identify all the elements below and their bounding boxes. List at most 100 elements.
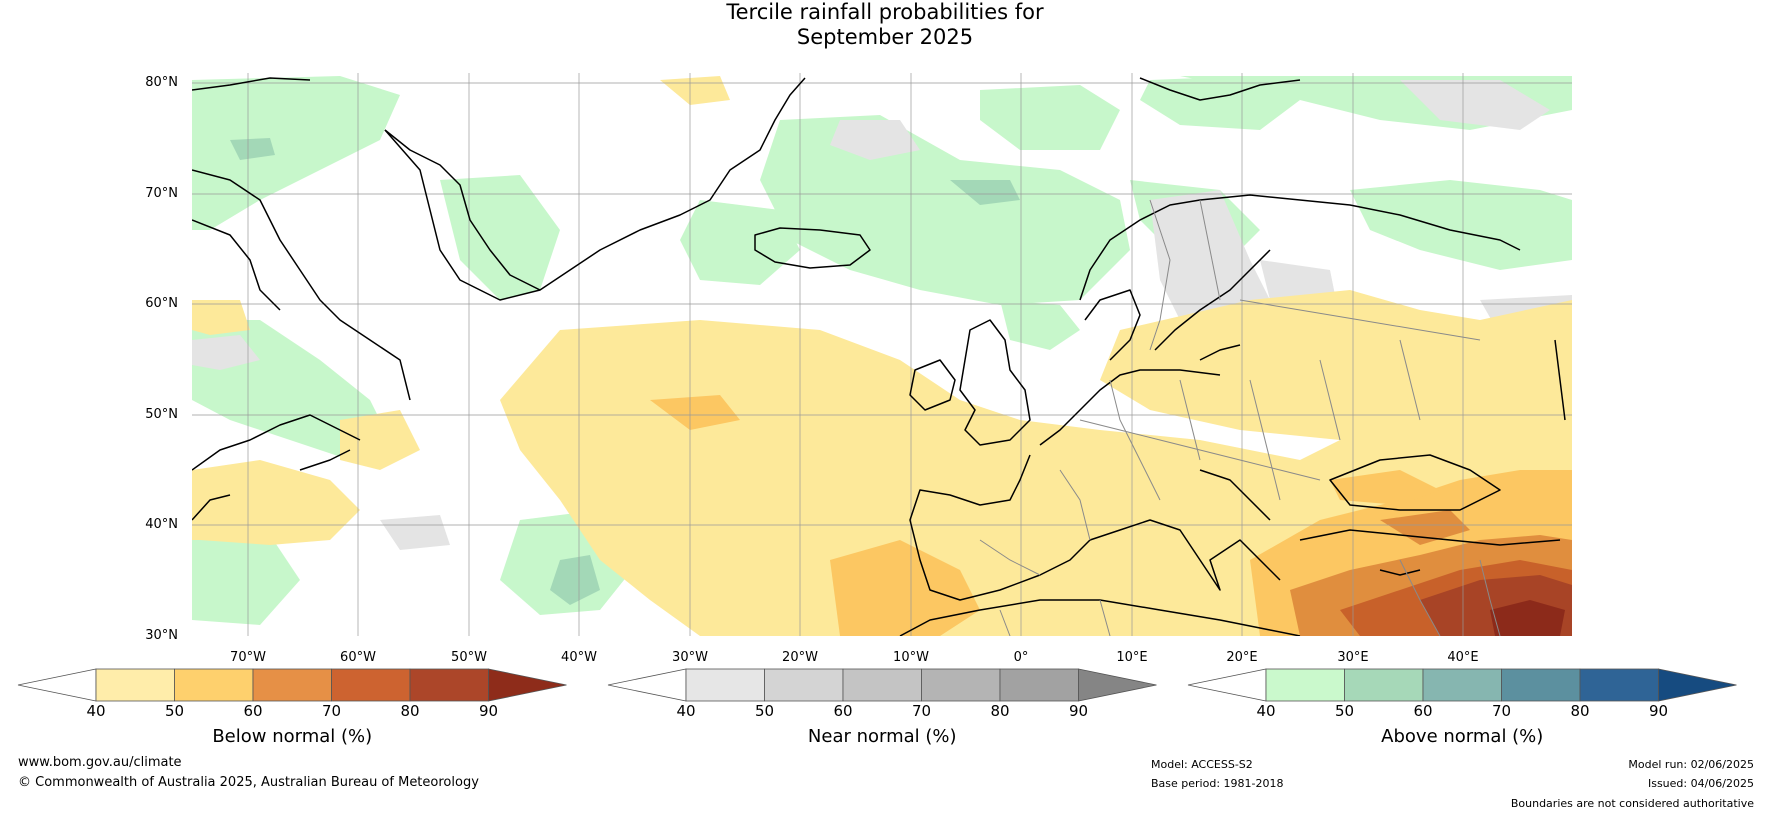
colorbar-tick-label: 50 xyxy=(1334,702,1355,720)
colorbar-right-extend xyxy=(488,668,567,702)
probability-shading xyxy=(192,76,1572,636)
shading-below0 xyxy=(192,460,360,545)
colorbars xyxy=(17,668,1737,702)
colorbar-2 xyxy=(607,668,1157,702)
lon-label-10e: 10°E xyxy=(1116,650,1148,665)
shading-near0 xyxy=(192,335,260,370)
colorbar-title: Near normal (%) xyxy=(807,726,957,747)
colorbar-3 xyxy=(1187,668,1737,702)
colorbar-left-extend xyxy=(1187,668,1267,702)
colorbar-segment xyxy=(409,668,489,702)
copyright-text: © Commonwealth of Australia 2025, Austra… xyxy=(18,775,479,790)
lat-label-40n: 40°N xyxy=(145,517,178,532)
colorbar-tick-label: 50 xyxy=(754,702,775,720)
lon-label-10w: 10°W xyxy=(893,650,929,665)
map-plot-area xyxy=(192,73,1572,636)
shading-below5 xyxy=(1490,600,1565,636)
shading-above1 xyxy=(550,555,600,605)
colorbar-tick-label: 60 xyxy=(1413,702,1433,720)
scandinavia-coast xyxy=(1079,194,1521,301)
shading-below2 xyxy=(1380,510,1470,545)
lon-label-40w: 40°W xyxy=(561,650,597,665)
lon-label-60w: 60°W xyxy=(340,650,376,665)
colorbar-left-extend xyxy=(17,668,97,702)
svalbard-coast xyxy=(1139,77,1301,101)
colorbar-right-extend xyxy=(1078,668,1157,702)
shading-near0 xyxy=(830,120,920,160)
graticule xyxy=(192,73,1572,636)
lon-label-20w: 20°W xyxy=(782,650,818,665)
coastlines xyxy=(192,77,1566,636)
iceland-coast xyxy=(754,227,871,269)
lat-label-80n: 80°N xyxy=(145,75,178,90)
issued-text: Issued: 04/06/2025 xyxy=(1647,777,1754,790)
colorbar-segment xyxy=(252,668,332,702)
lat-label-60n: 60°N xyxy=(145,296,178,311)
colorbar-segment xyxy=(1579,668,1659,702)
lon-label-20e: 20°E xyxy=(1226,650,1258,665)
website-text: www.bom.gov.au/climate xyxy=(18,755,182,770)
lon-label-0: 0° xyxy=(1013,650,1029,665)
colorbar-title: Above normal (%) xyxy=(1381,726,1544,747)
colorbar-segment xyxy=(95,668,175,702)
colorbar-tick-label: 70 xyxy=(1491,702,1512,720)
britain-coast xyxy=(959,319,1031,446)
colorbar-segment xyxy=(685,668,765,702)
shading-above0 xyxy=(192,76,400,230)
lat-label-30n: 30°N xyxy=(145,628,178,643)
model-text: Model: ACCESS-S2 xyxy=(1151,758,1253,771)
colorbar-tick-label: 40 xyxy=(86,702,106,720)
colorbar-tick-label: 90 xyxy=(1068,702,1089,720)
shading-above1 xyxy=(950,180,1020,205)
title-line-2: September 2025 xyxy=(796,25,974,49)
colorbar-tick-label: 40 xyxy=(676,702,696,720)
country-borders xyxy=(979,199,1501,636)
shading-above1 xyxy=(230,138,275,160)
shading-below1 xyxy=(650,395,740,430)
colorbar-tick-label: 80 xyxy=(400,702,420,720)
lat-label-50n: 50°N xyxy=(145,407,178,422)
colorbar-tick-label: 70 xyxy=(911,702,932,720)
colorbar-tick-label: 60 xyxy=(833,702,853,720)
base-period-text: Base period: 1981-2018 xyxy=(1151,777,1284,790)
shading-near0 xyxy=(380,515,450,550)
lon-label-40e: 40°E xyxy=(1447,650,1479,665)
colorbar-segment xyxy=(921,668,1001,702)
black-sea-coast xyxy=(1329,454,1501,511)
europe-coast xyxy=(1039,369,1221,446)
colorbar-tick-label: 80 xyxy=(1570,702,1590,720)
greenland-coast xyxy=(384,77,806,291)
shading-near0 xyxy=(1400,80,1550,130)
colorbar-tick-label: 90 xyxy=(478,702,499,720)
model-run-text: Model run: 02/06/2025 xyxy=(1628,758,1754,771)
colorbar-tick-label: 90 xyxy=(1648,702,1669,720)
shading-below0 xyxy=(192,300,250,335)
colorbar-tick-label: 60 xyxy=(243,702,263,720)
colorbar-segment xyxy=(999,668,1079,702)
shading-above0 xyxy=(980,85,1120,150)
colorbar-segment xyxy=(842,668,922,702)
colorbar-tick-label: 40 xyxy=(1256,702,1276,720)
colorbar-segment xyxy=(174,668,254,702)
colorbar-1 xyxy=(17,668,567,702)
shading-above0 xyxy=(760,115,1130,305)
shading-above0 xyxy=(1000,300,1080,350)
colorbar-title: Below normal (%) xyxy=(212,726,373,747)
colorbar-tick-label: 80 xyxy=(990,702,1010,720)
colorbar-segment xyxy=(1422,668,1502,702)
colorbar-right-extend xyxy=(1658,668,1737,702)
lon-label-50w: 50°W xyxy=(451,650,487,665)
title-line-1: Tercile rainfall probabilities for xyxy=(726,0,1044,24)
lon-label-30w: 30°W xyxy=(672,650,708,665)
colorbar-segment xyxy=(1344,668,1424,702)
colorbar-segment xyxy=(764,668,844,702)
shading-below0 xyxy=(340,410,420,470)
map-title: Tercile rainfall probabilities for Septe… xyxy=(0,0,1770,50)
lon-label-30e: 30°E xyxy=(1337,650,1369,665)
colorbar-tick-label: 70 xyxy=(321,702,342,720)
colorbar-left-extend xyxy=(607,668,687,702)
shading-below1 xyxy=(830,540,980,636)
labrador-coast xyxy=(192,169,411,401)
colorbar-segment xyxy=(331,668,411,702)
